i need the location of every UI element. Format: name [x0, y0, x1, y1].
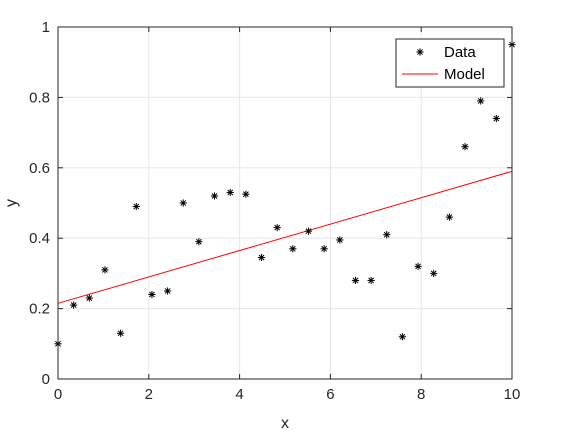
- data-point: [132, 202, 140, 211]
- y-axis-label: y: [3, 199, 20, 207]
- x-tick-label: 0: [54, 386, 62, 403]
- legend-box: [395, 38, 505, 88]
- data-point: [336, 236, 344, 244]
- data-point: [383, 231, 391, 239]
- data-point: [242, 190, 250, 198]
- data-point: [273, 224, 281, 232]
- x-tick-label: 8: [417, 386, 425, 403]
- data-point: [461, 143, 469, 151]
- data-point: [70, 301, 78, 309]
- data-point: [195, 238, 203, 246]
- y-tick-label: 0.6: [29, 160, 50, 177]
- x-tick-label: 10: [504, 386, 521, 403]
- legend-label-data: Data: [444, 44, 476, 61]
- x-tick-label: 2: [145, 386, 153, 403]
- data-point: [430, 269, 438, 277]
- data-point: [101, 266, 109, 274]
- x-axis-label: x: [281, 415, 289, 432]
- grid: [57, 26, 513, 380]
- y-tick-label: 0.8: [29, 89, 50, 106]
- model-line: [57, 170, 513, 304]
- x-tick-label: 4: [235, 386, 243, 403]
- data-point: [226, 188, 234, 197]
- data-point: [304, 227, 313, 235]
- y-tick-label: 0.2: [29, 301, 50, 318]
- data-point: [414, 262, 422, 270]
- data-points: [54, 41, 516, 348]
- data-point: [289, 245, 297, 253]
- y-axis-ticks: 0 0.2 0.4 0.6 0.8 1: [29, 19, 512, 388]
- data-point: [367, 276, 375, 285]
- model-line-layer: [57, 170, 513, 304]
- x-tick-label: 6: [326, 386, 334, 403]
- data-point: [257, 253, 266, 262]
- data-point: [320, 245, 328, 253]
- data-point: [477, 97, 485, 105]
- legend-asterisk-icon: [416, 48, 424, 56]
- data-point: [351, 276, 360, 285]
- data-point: [445, 213, 453, 221]
- data-point: [163, 287, 172, 295]
- data-point: [85, 294, 93, 302]
- data-point: [492, 114, 500, 123]
- y-tick-label: 1: [42, 19, 50, 36]
- data-point: [210, 192, 219, 200]
- legend-marker-data: [416, 48, 424, 56]
- y-tick-label: 0.4: [29, 230, 50, 247]
- x-axis-ticks: 0 2 4 6 8 10: [54, 27, 521, 403]
- legend-label-model: Model: [444, 66, 485, 83]
- data-point: [148, 290, 156, 299]
- data-point: [117, 329, 125, 337]
- legend: Data Model: [395, 38, 505, 88]
- data-point: [398, 333, 407, 341]
- plot-area-frame: [57, 26, 513, 380]
- y-tick-label: 0: [42, 371, 50, 388]
- data-point: [179, 199, 187, 207]
